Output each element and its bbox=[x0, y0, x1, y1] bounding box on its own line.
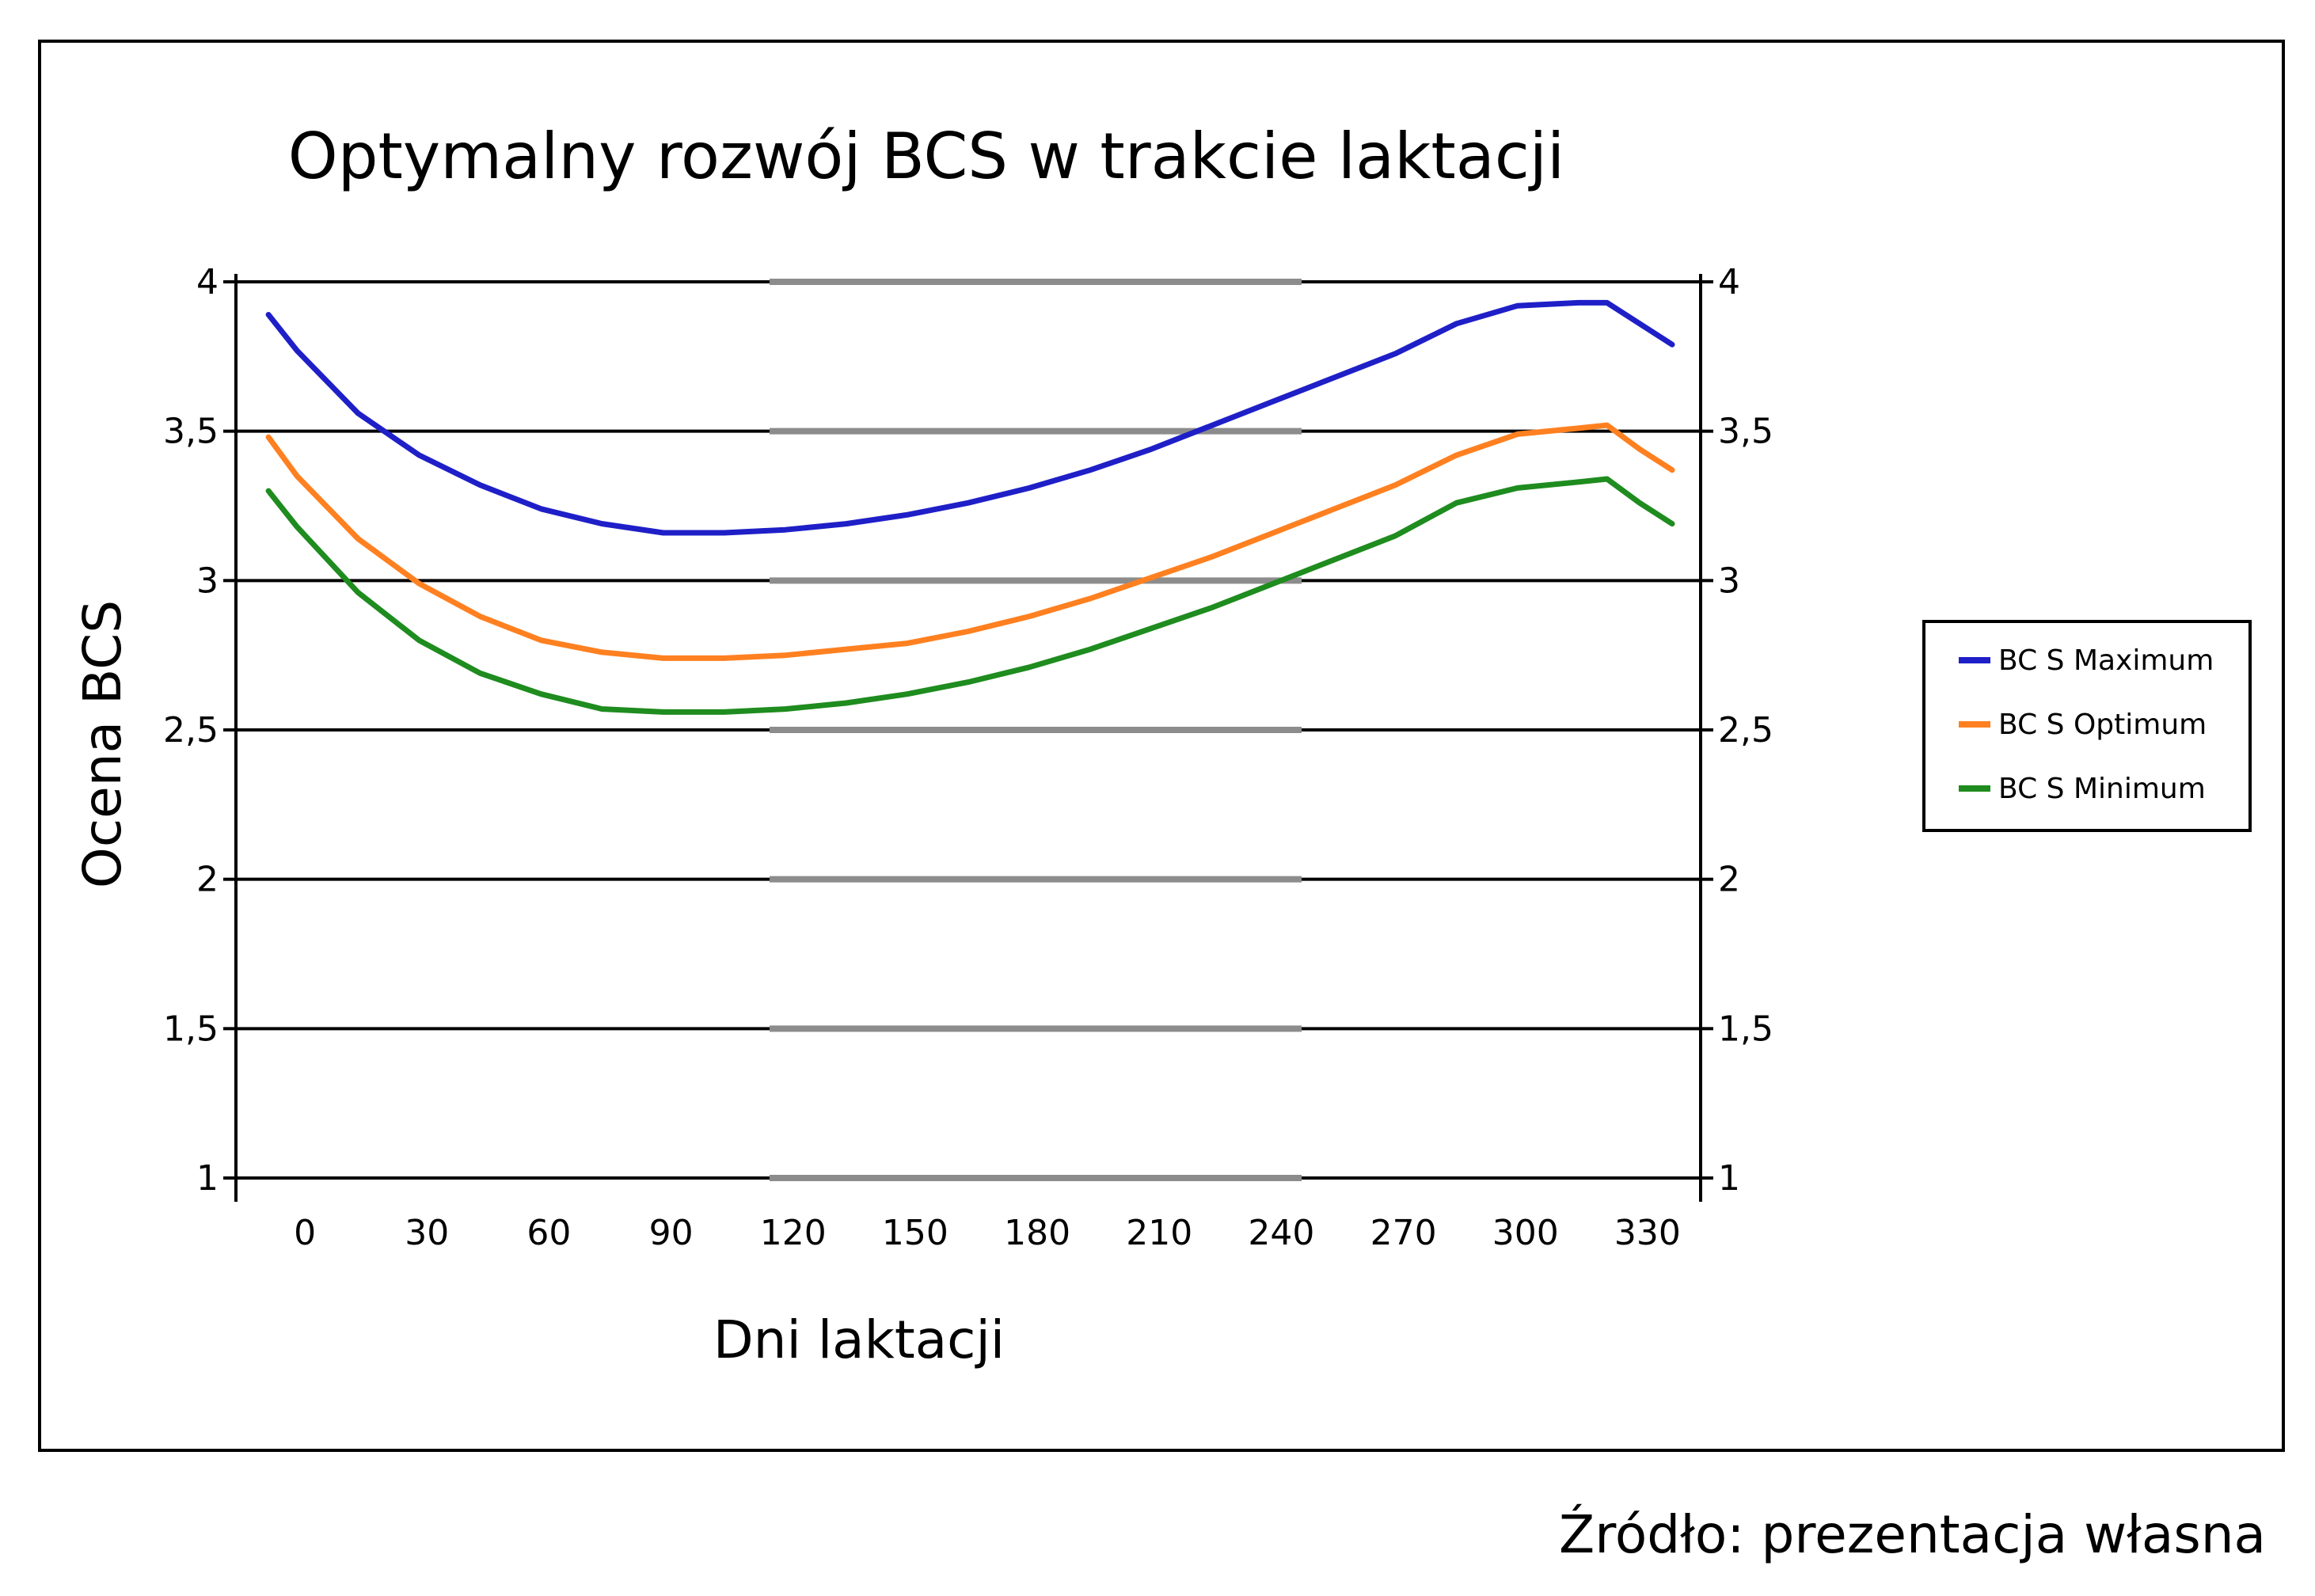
legend: BC S Maximum BC S Optimum BC S Minimum bbox=[1922, 620, 2252, 832]
y-tick-label-left: 1,5 bbox=[163, 1009, 219, 1049]
series-line-0 bbox=[265, 299, 1675, 536]
y-tick-label-left: 2,5 bbox=[163, 710, 219, 750]
legend-label: BC S Minimum bbox=[1998, 773, 2206, 805]
chart-title: Optymalny rozwój BCS w trakcie laktacji bbox=[288, 120, 1565, 193]
y-tick-label-left: 3 bbox=[196, 560, 219, 601]
x-tick-label: 330 bbox=[1614, 1213, 1681, 1253]
gridlines bbox=[236, 279, 1701, 1181]
y-tick-label-right: 2 bbox=[1718, 860, 1740, 900]
x-tick-label: 30 bbox=[405, 1213, 449, 1253]
y-axis-title: Ocena BCS bbox=[72, 600, 133, 888]
axes: 1 1 1,5 1,5 2 2 2,5 2,5 3 3 3,5 3,5 4 4 0 30 60 90 120 150 1… bbox=[163, 262, 1773, 1253]
source-caption: Źródło: prezentacja własna bbox=[1559, 1504, 2266, 1565]
x-tick-label: 60 bbox=[526, 1213, 571, 1253]
y-tick-label-right: 3,5 bbox=[1718, 412, 1773, 452]
x-tick-label: 300 bbox=[1492, 1213, 1559, 1253]
x-tick-label: 120 bbox=[760, 1213, 827, 1253]
x-axis-title: Dni laktacji bbox=[713, 1309, 1005, 1370]
series-line-1 bbox=[265, 422, 1675, 661]
x-tick-label: 210 bbox=[1126, 1213, 1192, 1253]
x-tick-label: 90 bbox=[649, 1213, 694, 1253]
series-lines bbox=[265, 299, 1675, 715]
x-tick-label: 150 bbox=[882, 1213, 948, 1253]
y-tick-label-right: 3 bbox=[1718, 560, 1740, 601]
legend-label: BC S Optimum bbox=[1998, 709, 2207, 741]
y-tick-label-right: 2,5 bbox=[1718, 710, 1773, 750]
y-tick-label-left: 3,5 bbox=[163, 412, 219, 452]
legend-label: BC S Maximum bbox=[1998, 644, 2214, 677]
x-tick-label: 240 bbox=[1248, 1213, 1314, 1253]
x-tick-label: 270 bbox=[1370, 1213, 1437, 1253]
y-tick-label-right: 1,5 bbox=[1718, 1009, 1773, 1049]
series-line-2 bbox=[265, 476, 1675, 715]
y-tick-label-right: 4 bbox=[1718, 262, 1740, 302]
y-tick-label-right: 1 bbox=[1718, 1158, 1740, 1199]
y-tick-label-left: 1 bbox=[196, 1158, 219, 1199]
chart-frame bbox=[38, 40, 2285, 1452]
x-tick-label: 0 bbox=[294, 1213, 316, 1253]
x-tick-label: 180 bbox=[1004, 1213, 1070, 1253]
y-tick-label-left: 4 bbox=[196, 262, 219, 302]
y-tick-label-left: 2 bbox=[196, 860, 219, 900]
